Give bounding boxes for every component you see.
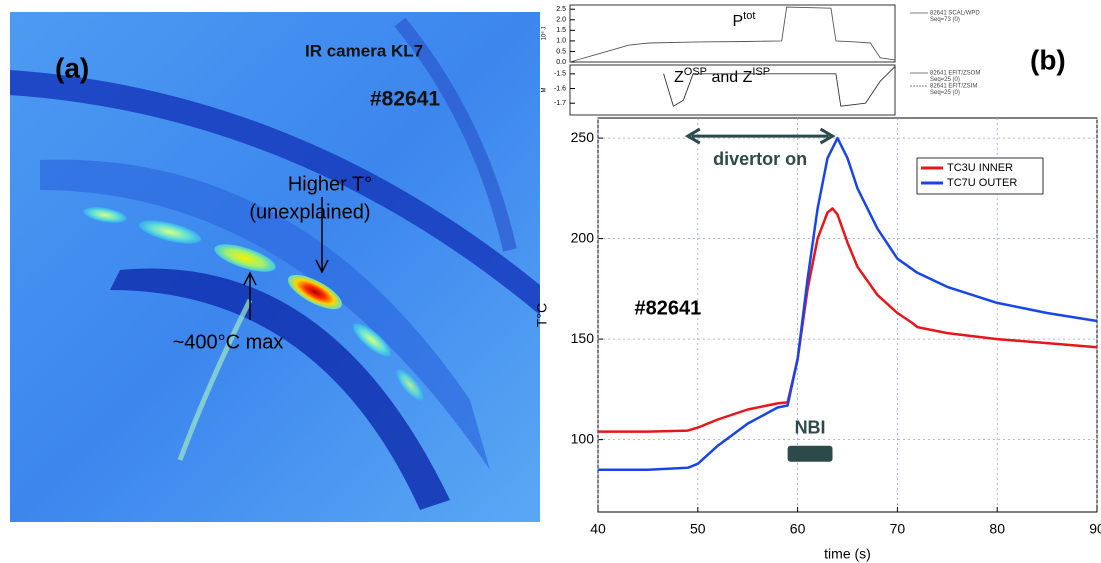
- y-tick-label: 0.0: [556, 59, 566, 66]
- ir-image: (a) IR camera KL7 #82641 Higher T° (unex…: [10, 12, 540, 522]
- x-axis-label: time (s): [824, 546, 871, 562]
- y-tick-label: 2.0: [556, 17, 566, 24]
- panel-label: (a): [55, 52, 89, 83]
- legend-label: Seq=73 (0): [930, 17, 960, 23]
- legend-label: Seq=25 (0): [930, 77, 960, 83]
- series-line: [598, 207, 1098, 433]
- annotation: divertor on: [713, 149, 807, 169]
- y-axis-label: 10⁶ J: [541, 27, 548, 41]
- title-part: tot: [743, 10, 755, 22]
- camera-label: IR camera KL7: [305, 41, 423, 60]
- legend-box: [916, 157, 1044, 195]
- title-part: P: [733, 13, 744, 30]
- y-axis-label: M: [542, 88, 548, 93]
- title-part: Z: [674, 69, 684, 86]
- series-line: [663, 66, 896, 107]
- title-part: ISP: [752, 66, 770, 78]
- legend-label: 82641 EFIT/ZSIM: [930, 84, 977, 90]
- dark-gap: [110, 268, 450, 510]
- tile: [138, 220, 202, 244]
- title-part: OSP: [684, 66, 707, 78]
- y-tick-label: 250: [571, 129, 595, 145]
- tile-row: [40, 159, 490, 470]
- y-tick-label: -1.6: [554, 85, 566, 92]
- dark-band: [10, 70, 540, 315]
- tile: [396, 369, 424, 401]
- legend-label: 82641 SCAL/WPD: [930, 11, 980, 17]
- plot-area: [569, 64, 896, 116]
- tile: [352, 323, 392, 357]
- x-tick-label: 50: [690, 521, 706, 537]
- annotation: ~400°C max: [173, 331, 284, 353]
- title-part: and Z: [707, 69, 753, 86]
- plot-area: [569, 4, 896, 63]
- panel-label: (b): [1030, 44, 1066, 75]
- x-tick-label: 60: [790, 521, 806, 537]
- y-tick-label: -1.5: [554, 71, 566, 78]
- y-tick-label: 1.0: [556, 38, 566, 45]
- series-line: [569, 6, 896, 63]
- shot-label: #82641: [370, 88, 440, 111]
- panel-title: Ptot: [733, 10, 756, 30]
- legend-label: TC7U OUTER: [947, 177, 1017, 189]
- nbi-bar: [787, 445, 833, 462]
- x-tick-label: 80: [989, 521, 1005, 537]
- y-tick-label: 2.5: [556, 6, 566, 13]
- annotation: (unexplained): [249, 201, 370, 223]
- y-tick-label: 0.5: [556, 48, 566, 55]
- tile: [83, 207, 127, 223]
- arrow-head: [684, 127, 701, 145]
- legend-label: Seq=25 (0): [930, 90, 960, 96]
- x-tick-label: 70: [890, 521, 906, 537]
- series-line: [598, 136, 1098, 472]
- hot-tile: [288, 274, 342, 310]
- legend-label: TC3U INNER: [947, 162, 1013, 174]
- y-tick-label: 1.5: [556, 27, 566, 34]
- y-axis-label: T°C: [534, 303, 550, 327]
- annotation: #82641: [634, 297, 701, 319]
- legend-label: 82641 EFIT/ZSOM: [930, 71, 980, 77]
- panel-title: ZOSP and ZISP: [674, 66, 770, 86]
- charts: 100 150 200 250 40 50 60 70 80 90 time (s) T°C TC3U …: [534, 4, 1101, 562]
- tile: [214, 244, 276, 272]
- annotation: NBI: [795, 417, 826, 437]
- y-tick-label: 100: [571, 430, 595, 446]
- y-tick-label: 150: [571, 330, 595, 346]
- arrow-head: [243, 271, 257, 286]
- y-tick-label: 200: [571, 229, 595, 245]
- arrow-head: [315, 259, 329, 274]
- y-tick-label: -1.7: [554, 100, 566, 107]
- vertical-streak: [177, 298, 253, 461]
- x-tick-label: 90: [1089, 521, 1101, 537]
- dark-edge: [394, 17, 517, 252]
- arrow-head: [819, 127, 836, 145]
- annotation: Higher T°: [288, 173, 372, 195]
- x-tick-label: 40: [590, 521, 606, 537]
